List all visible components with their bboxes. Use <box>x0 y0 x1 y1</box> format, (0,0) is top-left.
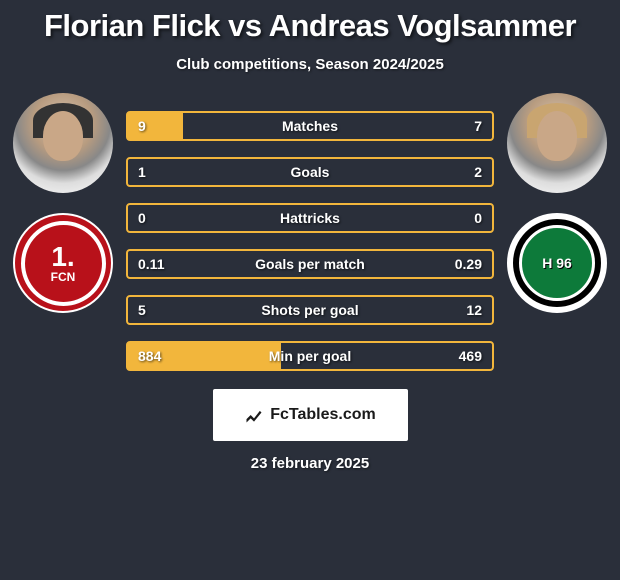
player-left-avatar <box>13 93 113 193</box>
club-h96-badge: H 96 <box>519 225 595 301</box>
stat-bars: 9 Matches 7 1 Goals 2 0 Hattricks 0 0.11… <box>118 93 502 371</box>
comparison-panel: 1. FCN 9 Matches 7 1 Goals 2 0 Hattricks… <box>0 73 620 371</box>
stat-row: 0.11 Goals per match 0.29 <box>126 249 494 279</box>
stat-value-right: 12 <box>466 302 482 318</box>
date-label: 23 february 2025 <box>0 455 620 472</box>
attribution-badge: FcTables.com <box>213 389 408 441</box>
stat-label: Hattricks <box>128 210 492 226</box>
stat-value-right: 0.29 <box>455 256 482 272</box>
page-title: Florian Flick vs Andreas Voglsammer <box>0 0 620 44</box>
club-h96-text: H 96 <box>542 255 572 271</box>
attribution-text: FcTables.com <box>270 406 376 424</box>
stat-value-right: 469 <box>459 348 482 364</box>
stat-value-right: 7 <box>474 118 482 134</box>
club-fcn-text-bottom: FCN <box>51 271 76 283</box>
club-fcn-text-top: 1. <box>51 243 74 271</box>
stat-label: Goals per match <box>128 256 492 272</box>
stat-row: 9 Matches 7 <box>126 111 494 141</box>
stat-row: 1 Goals 2 <box>126 157 494 187</box>
stat-label: Min per goal <box>128 348 492 364</box>
player-right-club-logo: H 96 <box>507 213 607 313</box>
left-side: 1. FCN <box>8 93 118 313</box>
club-fcn-badge: 1. FCN <box>21 221 106 306</box>
stat-label: Matches <box>128 118 492 134</box>
player-left-club-logo: 1. FCN <box>13 213 113 313</box>
stat-row: 5 Shots per goal 12 <box>126 295 494 325</box>
stat-value-right: 0 <box>474 210 482 226</box>
subtitle: Club competitions, Season 2024/2025 <box>0 56 620 73</box>
player-right-avatar <box>507 93 607 193</box>
stat-row: 884 Min per goal 469 <box>126 341 494 371</box>
right-side: H 96 <box>502 93 612 313</box>
chart-icon <box>244 405 264 425</box>
stat-row: 0 Hattricks 0 <box>126 203 494 233</box>
stat-value-right: 2 <box>474 164 482 180</box>
stat-label: Goals <box>128 164 492 180</box>
stat-label: Shots per goal <box>128 302 492 318</box>
